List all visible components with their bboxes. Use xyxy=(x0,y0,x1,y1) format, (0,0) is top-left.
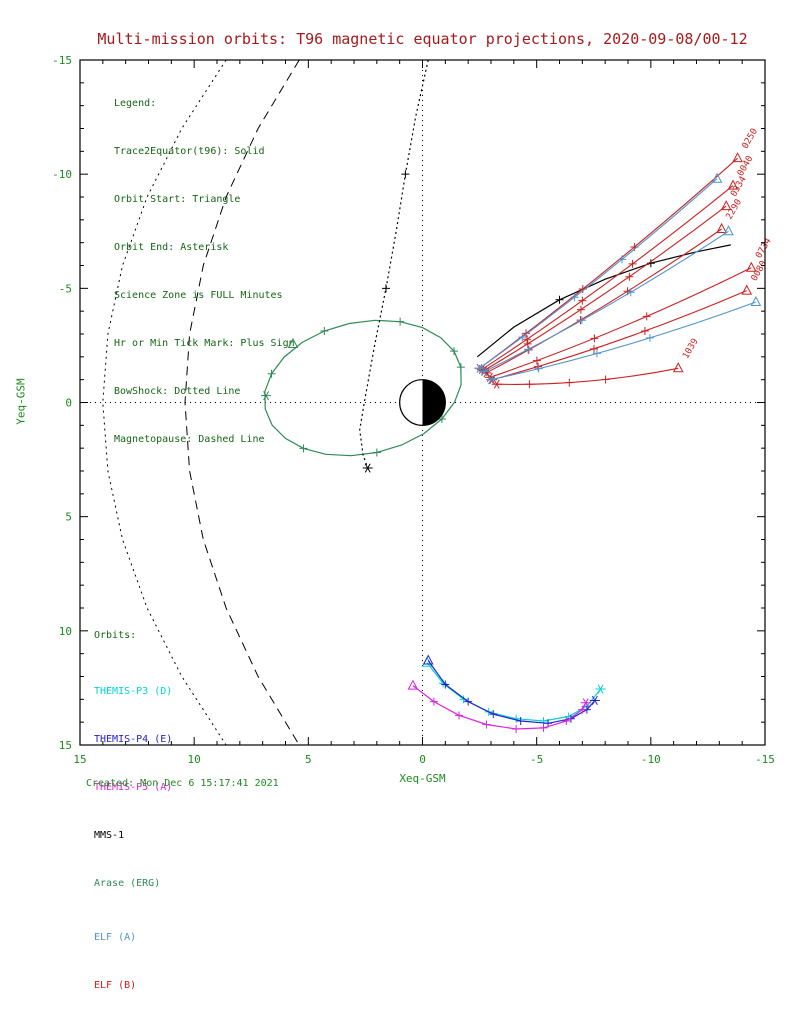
legend-entry-elf-a: ELF (A) xyxy=(94,932,137,943)
svg-text:-10: -10 xyxy=(52,168,72,181)
svg-text:0250: 0250 xyxy=(741,127,761,151)
svg-text:0334: 0334 xyxy=(729,175,749,199)
orbit-traces xyxy=(261,59,731,734)
svg-text:-15: -15 xyxy=(755,753,775,766)
orbits-legend-heading: Orbits: xyxy=(94,630,137,641)
svg-text:15: 15 xyxy=(59,739,72,752)
svg-text:-15: -15 xyxy=(52,54,72,67)
legend-entry-elf-b: ELF (B) xyxy=(94,980,137,991)
zero-axes-dotted-lines xyxy=(80,60,765,745)
svg-text:1039: 1039 xyxy=(681,337,701,361)
earth-disk xyxy=(399,379,446,426)
svg-text:0040: 0040 xyxy=(736,154,756,178)
svg-text:0080: 0080 xyxy=(750,259,770,283)
page-title: Multi-mission orbits: T96 magnetic equat… xyxy=(97,30,748,48)
plot-legend: Legend: Trace2Equator(t96): Solid Orbit … xyxy=(114,64,295,480)
axis-ticks xyxy=(79,59,766,746)
svg-text:0: 0 xyxy=(419,753,426,766)
legend-line: Trace2Equator(t96): Solid xyxy=(114,146,265,157)
created-timestamp: Created: Mon Dec 6 15:17:41 2021 xyxy=(86,778,279,789)
svg-text:0734: 0734 xyxy=(754,237,774,261)
legend-entry-themis-p5: THEMIS-P5 (A) xyxy=(94,782,173,793)
axis-tick-labels: 15 10 5 0 -5 -10 -15 -15 -10 -5 0 5 10 15 xyxy=(52,54,775,766)
svg-text:2290: 2290 xyxy=(725,198,745,222)
legend-entry-arase-erg: Arase (ERG) xyxy=(94,878,161,889)
orbits-legend: Orbits: THEMIS-P3 (D) THEMIS-P4 (E) THEM… xyxy=(94,596,172,1026)
legend-line: Orbit Start: Triangle xyxy=(114,194,241,205)
svg-text:-5: -5 xyxy=(59,282,72,295)
svg-text:10: 10 xyxy=(59,625,72,638)
svg-text:10: 10 xyxy=(188,753,201,766)
legend-entry-themis-p4: THEMIS-P4 (E) xyxy=(94,734,173,745)
legend-line: Hr or Min Tick Mark: Plus Sign xyxy=(114,338,295,349)
legend-line: Science Zone is FULL Minutes xyxy=(114,290,283,301)
legend-line: BowShock: Dotted Line xyxy=(114,386,241,397)
legend-entry-themis-p3: THEMIS-P3 (D) xyxy=(94,686,173,697)
svg-text:15: 15 xyxy=(73,753,86,766)
svg-text:5: 5 xyxy=(305,753,312,766)
elf-science-zone-traces xyxy=(474,152,762,389)
svg-text:-5: -5 xyxy=(530,753,543,766)
svg-text:0: 0 xyxy=(65,397,72,410)
bow-shock-dotted-curve xyxy=(102,59,227,746)
orbit-plot-page: 0250 0040 0334 2290 0734 0080 1039 15 10 5 0 -5 -10… xyxy=(14,30,775,991)
y-axis-title: Yeq-GSM xyxy=(14,378,28,425)
svg-text:-10: -10 xyxy=(641,753,661,766)
legend-line: Orbit End: Asterisk xyxy=(114,242,229,253)
legend-line: Legend: xyxy=(114,98,157,109)
legend-line: Magnetopause: Dashed Line xyxy=(114,434,265,445)
x-axis-title: Xeq-GSM xyxy=(399,772,446,785)
svg-text:5: 5 xyxy=(65,511,72,524)
legend-entry-mms-1: MMS-1 xyxy=(94,830,125,841)
magnetopause-dashed-curve xyxy=(184,59,300,746)
